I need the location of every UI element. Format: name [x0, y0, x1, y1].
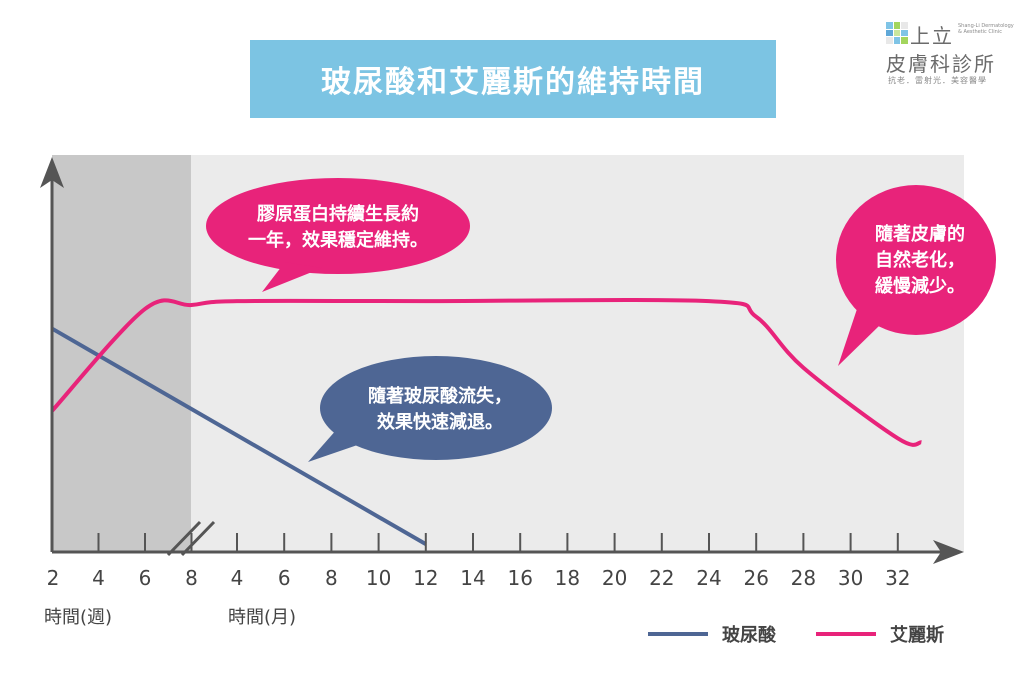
legend-label-hyaluronic: 玻尿酸 — [722, 624, 777, 646]
clinic-logo: 上立 Shang-Li Dermatology & Aesthetic Clin… — [886, 20, 1018, 100]
x-month-20-label: 20 — [602, 566, 627, 590]
bubble-ha-loss: 隨著玻尿酸流失， 效果快速減退。 — [308, 356, 552, 462]
legend: 玻尿酸 艾麗斯 — [648, 624, 944, 646]
logo-mark-cell — [893, 37, 901, 44]
x-week-6-label: 6 — [139, 566, 152, 590]
logo-mark-cell — [901, 37, 908, 44]
bubble-collagen: 膠原蛋白持續生長約 一年，效果穩定維持。 — [206, 178, 470, 292]
logo-tagline: 抗老．雷射光．美容醫學 — [888, 76, 987, 85]
series-hyaluronic-line — [51, 326, 427, 546]
x-week-8-label: 8 — [185, 566, 198, 590]
bubble-collagen-line2: 一年，效果穩定維持。 — [248, 229, 428, 251]
xlabel-weeks: 時間(週) — [44, 607, 112, 628]
logo-mark-cell — [893, 29, 901, 37]
logo-mark-cell — [893, 22, 901, 29]
logo-mark-cell — [886, 37, 893, 44]
x-month-32-label: 32 — [885, 566, 910, 590]
logo-mark-icon — [886, 22, 908, 44]
xlabel-months: 時間(月) — [228, 607, 296, 628]
bubble-ha-loss-line1: 隨著玻尿酸流失， — [368, 385, 512, 407]
x-month-30-label: 30 — [838, 566, 863, 590]
x-month-26-label: 26 — [743, 566, 768, 590]
x-month-6-label: 6 — [278, 566, 291, 590]
x-month-4-label: 4 — [231, 566, 244, 590]
x-month-12-label: 12 — [413, 566, 438, 590]
series-ellanse-line — [50, 297, 922, 447]
bubble-aging-line3: 緩慢減少。 — [875, 275, 965, 297]
x-month-8-label: 8 — [325, 566, 338, 590]
x-month-22-label: 22 — [649, 566, 674, 590]
x-week-4-label: 4 — [92, 566, 105, 590]
bubble-aging-line1: 隨著皮膚的 — [875, 223, 965, 245]
label-layer: 2 4 6 8 4 6 8 10 12 14 16 18 20 22 24 26 28 30 32 — [47, 566, 911, 590]
chart-title: 玻尿酸和艾麗斯的維持時間 — [250, 40, 776, 118]
y-axis-arrow-icon — [40, 157, 64, 188]
logo-subtitle: 皮膚科診所 — [886, 52, 996, 76]
logo-mark-cell — [886, 29, 893, 37]
series-layer — [50, 297, 922, 546]
logo-mark-cell — [901, 22, 908, 29]
x-month-24-label: 24 — [696, 566, 721, 590]
weeks-shaded-band — [52, 155, 191, 552]
x-month-10-label: 10 — [366, 566, 391, 590]
x-month-18-label: 18 — [555, 566, 580, 590]
x-month-16-label: 16 — [507, 566, 532, 590]
x-week-2-label: 2 — [47, 566, 60, 590]
logo-name: 上立 — [910, 24, 954, 48]
x-axis-arrow-icon — [933, 540, 964, 564]
logo-mark-cell — [901, 29, 908, 37]
axis-break-icon — [166, 520, 216, 557]
x-month-28-label: 28 — [791, 566, 816, 590]
plot-background — [52, 155, 964, 552]
x-month-14-label: 14 — [460, 566, 485, 590]
bubble-aging: 隨著皮膚的 自然老化， 緩慢減少。 — [836, 185, 996, 366]
bubble-collagen-line1: 膠原蛋白持續生長約 — [257, 203, 419, 225]
bubble-ha-loss-line2: 效果快速減退。 — [377, 411, 503, 433]
tick-layer — [97, 533, 899, 552]
bubble-aging-line2: 自然老化， — [875, 249, 965, 271]
logo-english-name: Shang-Li Dermatology & Aesthetic Clinic — [958, 23, 1014, 35]
legend-label-ellanse: 艾麗斯 — [890, 624, 944, 646]
logo-mark-cell — [886, 22, 893, 29]
